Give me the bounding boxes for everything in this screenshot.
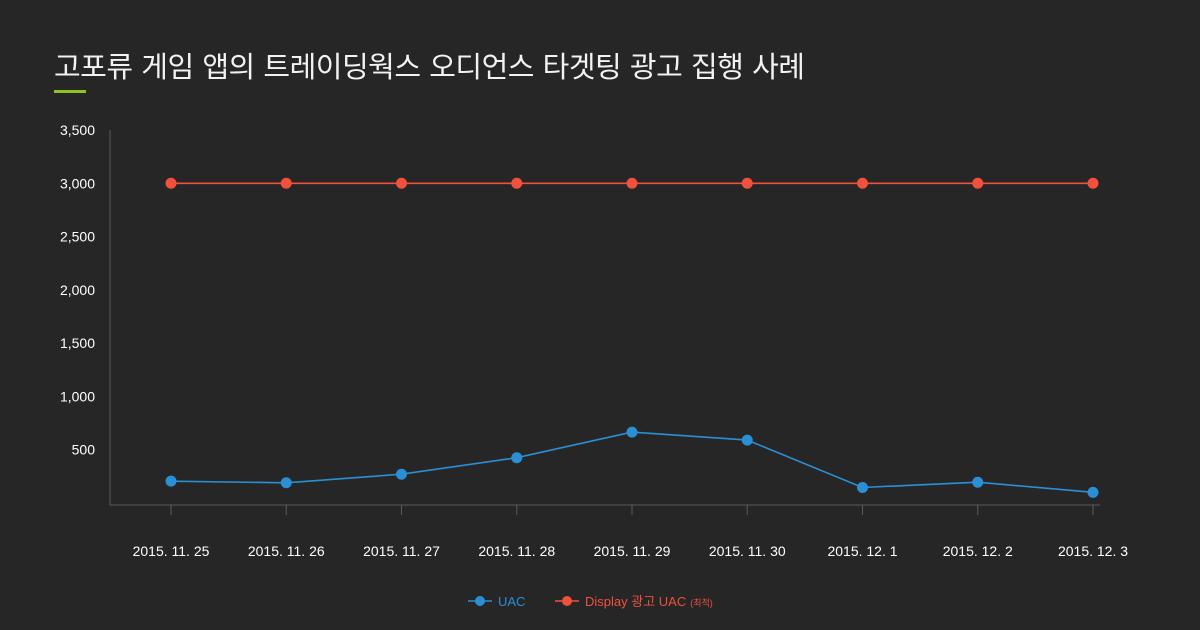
legend-marker — [475, 596, 485, 606]
title-accent-bar — [54, 90, 86, 93]
y-tick-label: 2,500 — [60, 229, 95, 245]
data-point — [511, 177, 523, 189]
x-tick-label: 2015. 11. 27 — [363, 543, 440, 559]
data-point — [972, 177, 984, 189]
y-tick-label: 2,000 — [60, 282, 95, 298]
data-point — [165, 177, 177, 189]
y-tick-label: 3,500 — [60, 122, 95, 138]
chart-axes — [109, 130, 1100, 506]
data-point — [1087, 177, 1099, 189]
x-axis-ticks: 2015. 11. 25 2015. 11. 26 2015. 11. 27 2015… — [133, 505, 1128, 559]
chart-series — [165, 177, 1099, 498]
data-point — [280, 477, 292, 489]
data-point — [857, 177, 868, 189]
legend-label: Display 광고 UAC (최적) — [585, 594, 713, 609]
x-tick-label: 2015. 11. 30 — [709, 543, 786, 559]
y-tick-label: 500 — [72, 442, 96, 458]
data-point — [857, 482, 868, 494]
y-axis-ticks: 500 1,000 1,500 2,000 2,500 3,000 3,500 — [60, 122, 95, 458]
data-point — [1087, 486, 1099, 498]
x-tick-label: 2015. 11. 29 — [594, 543, 671, 559]
x-tick-label: 2015. 11. 25 — [133, 543, 210, 559]
data-point — [626, 426, 638, 438]
x-tick-label: 2015. 12. 1 — [827, 543, 897, 559]
x-tick-label: 2015. 12. 3 — [1058, 543, 1128, 559]
data-point — [396, 177, 407, 189]
data-point — [741, 177, 753, 189]
chart-legend: UAC Display 광고 UAC (최적) — [468, 594, 713, 609]
series-line-uac — [170, 431, 1094, 494]
y-tick-label: 3,000 — [60, 175, 95, 191]
data-point — [626, 177, 638, 189]
data-point — [511, 452, 523, 464]
data-point — [280, 177, 292, 189]
y-tick-label: 1,000 — [60, 388, 95, 404]
data-point — [972, 476, 984, 488]
chart-title: 고포류 게임 앱의 트레이딩웍스 오디언스 타겟팅 광고 집행 사례 — [54, 50, 805, 84]
legend-note: (최적) — [690, 597, 713, 608]
data-point — [741, 434, 753, 446]
legend-marker — [562, 596, 572, 606]
legend-label: UAC — [498, 594, 525, 609]
data-point — [165, 475, 177, 487]
x-tick-label: 2015. 11. 26 — [248, 543, 325, 559]
data-point — [396, 468, 407, 480]
x-tick-label: 2015. 12. 2 — [943, 543, 1013, 559]
x-tick-label: 2015. 11. 28 — [478, 543, 555, 559]
y-tick-label: 1,500 — [60, 335, 95, 351]
